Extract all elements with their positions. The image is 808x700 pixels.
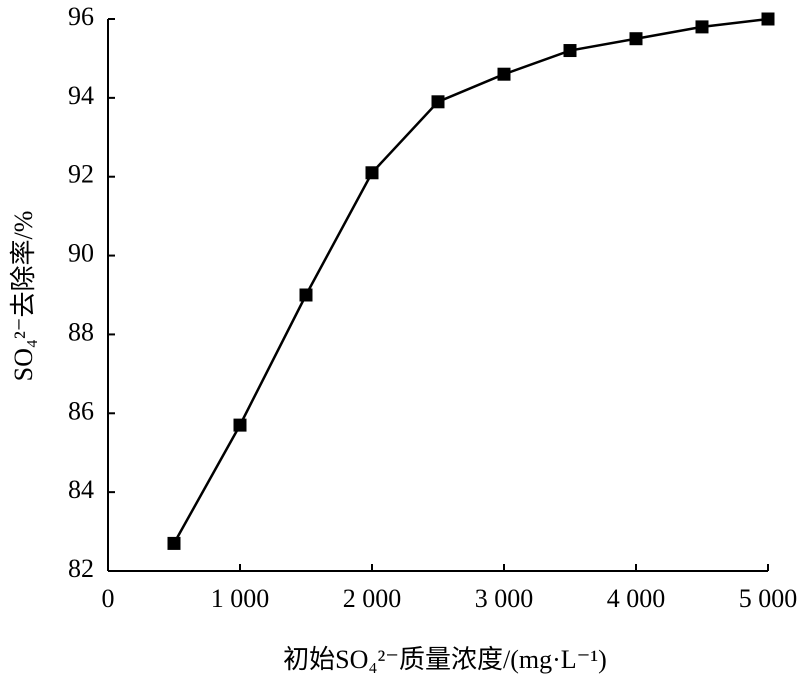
x-tick-label: 2 000	[343, 584, 402, 613]
data-point	[629, 32, 643, 46]
x-tick-label: 0	[102, 584, 115, 613]
y-tick-label: 92	[68, 160, 94, 189]
y-tick-label: 82	[68, 554, 94, 583]
data-point	[497, 67, 511, 81]
data-point	[233, 418, 247, 432]
y-tick-label: 90	[68, 239, 94, 268]
data-point	[299, 288, 313, 302]
x-axis-label: 初始SO₄²⁻质量浓度/(mg·L⁻¹)	[283, 645, 607, 674]
y-tick-label: 94	[68, 81, 94, 110]
x-tick-label: 5 000	[739, 584, 798, 613]
y-axis-label: SO₄²⁻去除率/%	[9, 211, 38, 382]
y-tick-label: 96	[68, 2, 94, 31]
data-point	[695, 20, 709, 34]
x-tick-label: 3 000	[475, 584, 534, 613]
y-tick-label: 86	[68, 396, 94, 425]
x-tick-label: 1 000	[211, 584, 270, 613]
data-point	[761, 12, 775, 26]
y-tick-label: 84	[68, 475, 94, 504]
data-point	[431, 95, 445, 109]
data-point	[167, 536, 181, 550]
x-tick-label: 4 000	[607, 584, 666, 613]
data-point	[563, 44, 577, 58]
series-line	[172, 17, 769, 545]
y-tick-label: 88	[68, 317, 94, 346]
data-point	[365, 166, 379, 180]
